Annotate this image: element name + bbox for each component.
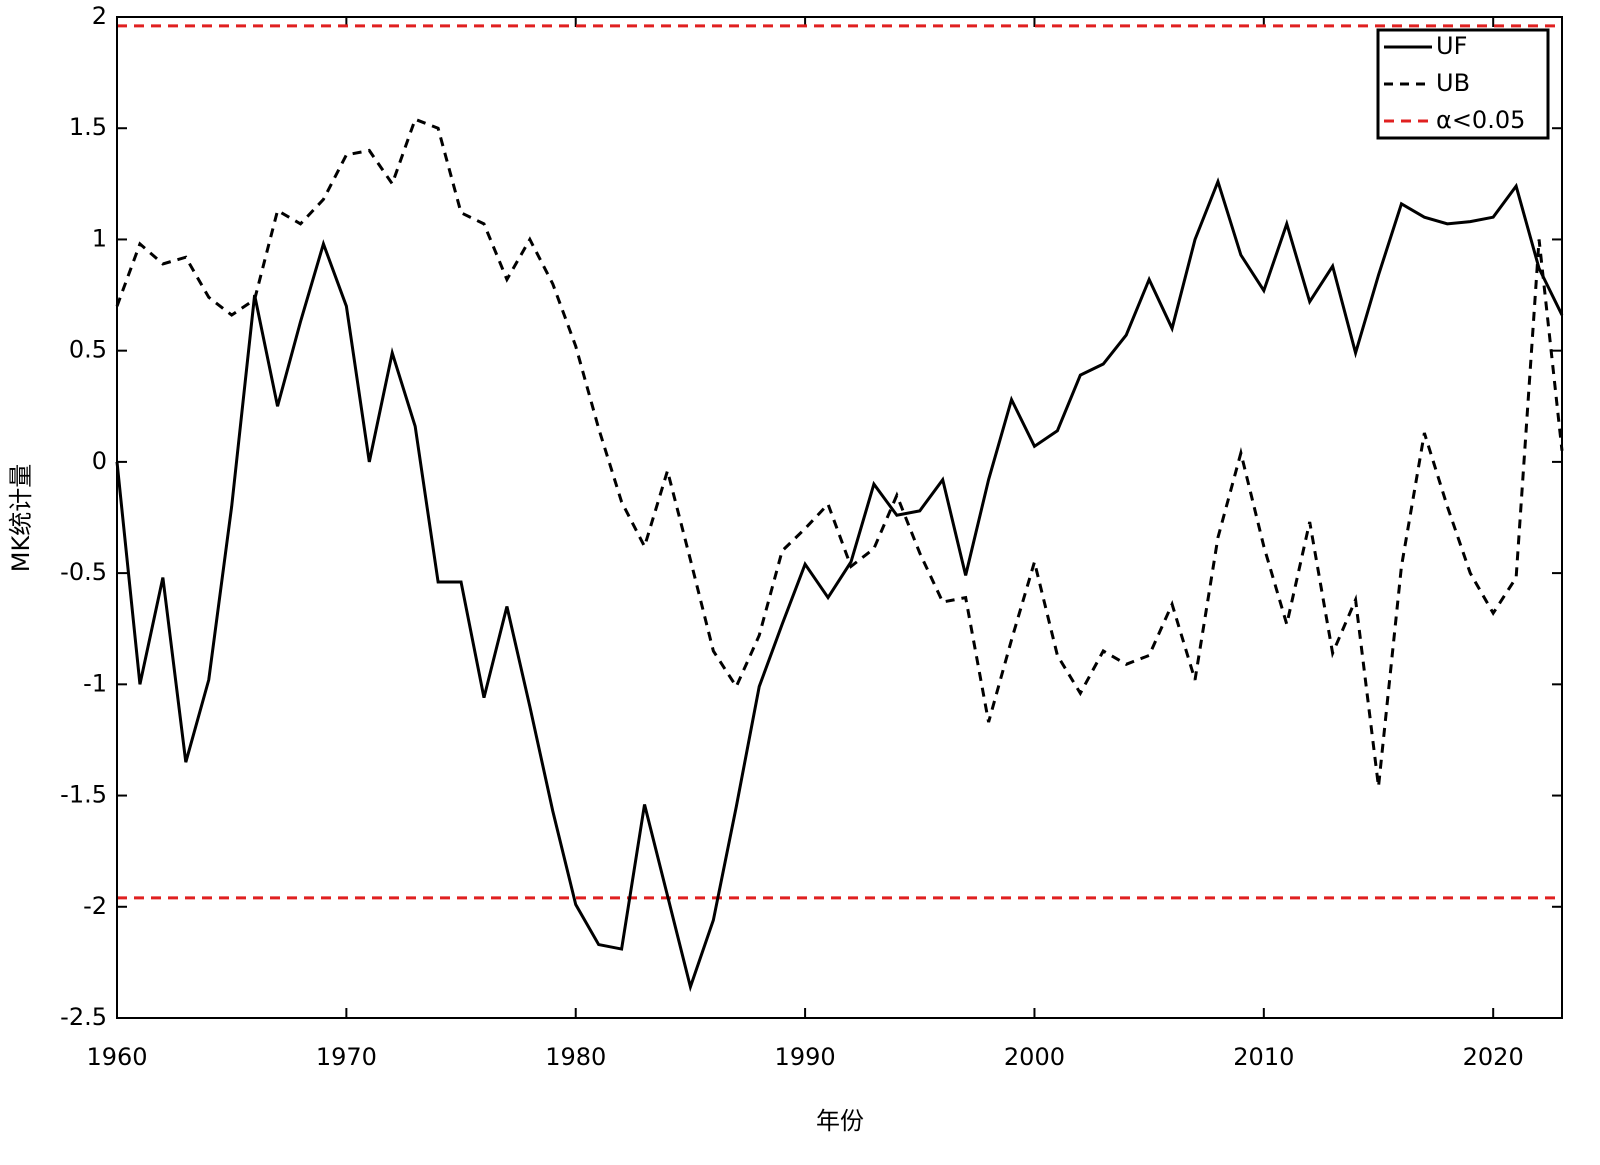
legend-label: UB (1436, 69, 1470, 97)
legend-label: UF (1436, 32, 1467, 60)
y-tick-label: 0.5 (69, 336, 107, 364)
plot-frame (116, 16, 1563, 1019)
y-tick-label: 2 (92, 2, 107, 30)
x-tick-label: 1970 (316, 1043, 377, 1071)
y-tick-label: 1.5 (69, 113, 107, 141)
y-tick-label: -2 (83, 892, 107, 920)
x-tick-label: 1990 (775, 1043, 836, 1071)
x-tick-label: 2000 (1004, 1043, 1065, 1071)
series-line (115, 117, 1564, 787)
x-tick-label: 1980 (545, 1043, 606, 1071)
x-tick-label: 2010 (1233, 1043, 1294, 1071)
y-tick-label: 1 (92, 224, 107, 252)
y-tick-label: 0 (92, 447, 107, 475)
series-line (115, 177, 1564, 993)
x-axis-label: 年份 (816, 1107, 864, 1135)
y-axis-label: MK统计量 (7, 464, 35, 572)
x-tick-label: 1960 (86, 1043, 147, 1071)
y-tick-label: -0.5 (60, 558, 107, 586)
y-tick-label: -1.5 (60, 781, 107, 809)
x-tick-label: 2020 (1463, 1043, 1524, 1071)
legend-label: α<0.05 (1436, 106, 1525, 134)
y-tick-label: -1 (83, 669, 107, 697)
y-tick-label: -2.5 (60, 1003, 107, 1031)
